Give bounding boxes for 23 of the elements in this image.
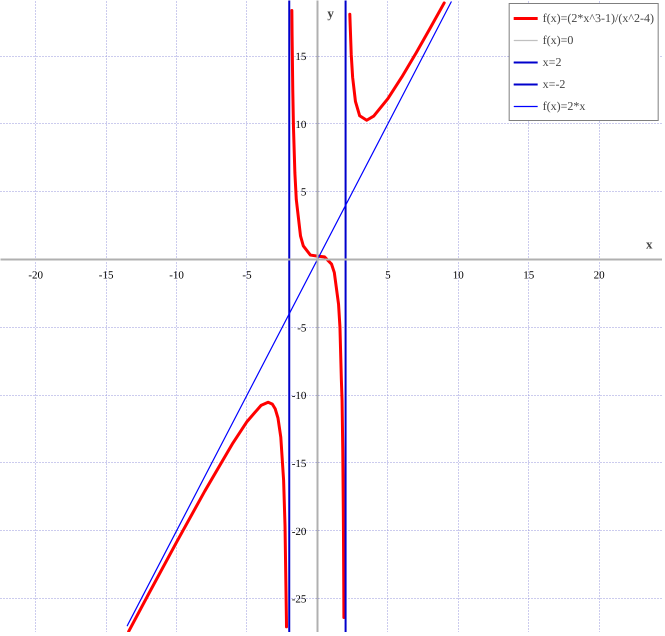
x-tick-label: 20 xyxy=(594,270,606,282)
x-axis-title: x xyxy=(646,236,653,252)
y-tick-label: 5 xyxy=(300,186,307,199)
y-tick-label: -10 xyxy=(292,390,307,402)
legend-label: x=-2 xyxy=(542,76,566,92)
x-tick-label: -10 xyxy=(169,270,184,282)
y-tick-label: -15 xyxy=(292,458,307,470)
x-tick-label: 10 xyxy=(452,270,464,282)
x-tick-label: -5 xyxy=(242,270,252,282)
x-tick-label: -15 xyxy=(98,270,114,282)
y-axis-title: y xyxy=(327,6,334,20)
y-tick-label: -25 xyxy=(292,594,307,606)
y-tick-label: 10 xyxy=(295,118,307,131)
legend-label: x=2 xyxy=(542,54,562,70)
x-tick-label: 5 xyxy=(385,270,392,282)
y-tick-label: -5 xyxy=(297,322,307,334)
x-tick-label: -20 xyxy=(28,270,44,282)
y-tick-label: 15 xyxy=(295,51,307,64)
y-tick-label: -20 xyxy=(292,526,307,538)
legend-label: f(x)=(2*x^3-1)/(x^2-4) xyxy=(542,10,654,26)
legend-label: f(x)=0 xyxy=(542,32,574,48)
x-tick-label: 15 xyxy=(523,270,535,282)
legend-label: f(x)=2*x xyxy=(542,98,586,114)
